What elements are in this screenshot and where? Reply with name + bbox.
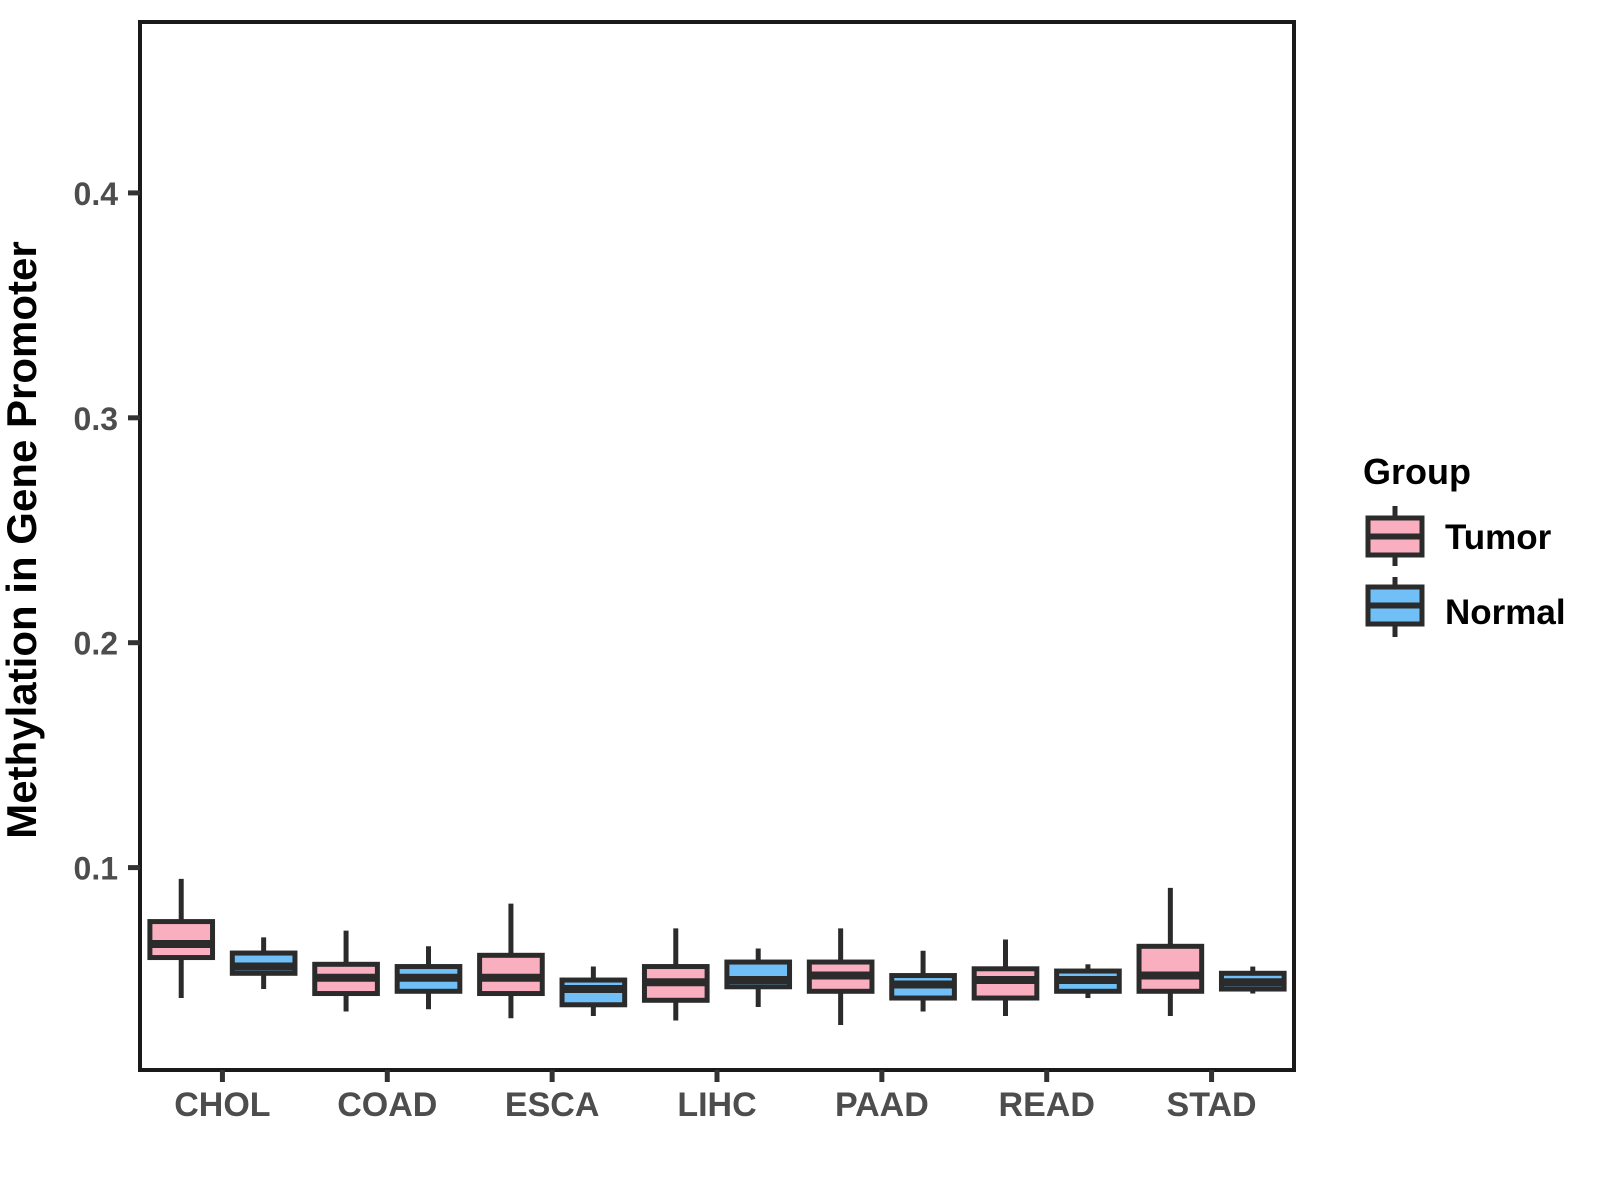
x-tick-label-PAAD: PAAD bbox=[835, 1086, 929, 1124]
plot-content: 0.1 0.2 0.3 0.4 CHOL COAD ESCA LIHC PAAD READ STAD bbox=[74, 176, 1287, 1124]
x-tick-label-COAD: COAD bbox=[337, 1086, 437, 1124]
y-tick-label-0.3: 0.3 bbox=[74, 401, 118, 437]
legend-key-tumor-icon bbox=[1365, 506, 1425, 566]
x-tick-label-READ: READ bbox=[999, 1086, 1095, 1124]
x-tick-label-ESCA: ESCA bbox=[505, 1086, 599, 1124]
legend-title: Group bbox=[1363, 451, 1471, 492]
legend-label-tumor: Tumor bbox=[1445, 518, 1552, 557]
x-tick-label-LIHC: LIHC bbox=[677, 1086, 756, 1124]
legend-key-normal-icon bbox=[1365, 577, 1425, 637]
boxplot-stad-tumor-box bbox=[1136, 943, 1205, 994]
x-tick-label-STAD: STAD bbox=[1167, 1086, 1257, 1124]
boxplot-chol-tumor-box bbox=[147, 919, 216, 961]
y-tick-label-0.4: 0.4 bbox=[74, 176, 119, 212]
legend-label-normal: Normal bbox=[1445, 593, 1566, 632]
y-axis-title: Methylation in Gene Promoter bbox=[0, 241, 45, 838]
legend: Group Tumor Normal bbox=[1363, 451, 1566, 637]
plot-panel-border bbox=[138, 20, 1296, 1072]
y-tick-label-0.2: 0.2 bbox=[74, 626, 118, 662]
x-tick-label-CHOL: CHOL bbox=[174, 1086, 270, 1124]
y-tick-label-0.1: 0.1 bbox=[74, 851, 118, 887]
